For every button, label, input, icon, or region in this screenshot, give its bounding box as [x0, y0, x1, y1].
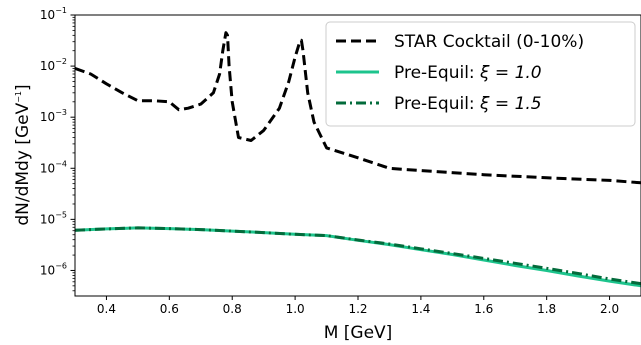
y-tick-label: 10−3 [40, 108, 67, 124]
series-line-0 [75, 31, 641, 185]
series-line-2 [75, 226, 641, 286]
series-layer [75, 31, 641, 288]
y-axis-title-tail: ] [13, 84, 33, 91]
y-axis-title: dN/dMdy [GeV−1] [13, 84, 33, 225]
x-tick-label: 1.0 [286, 302, 305, 316]
x-tick-label: 1.6 [474, 302, 493, 316]
x-tick-label: 1.4 [411, 302, 430, 316]
y-tick-label: 10−1 [40, 6, 67, 22]
y-tick-label: 10−6 [40, 261, 67, 277]
y-axis: 10−6 10−5 10−4 10−3 10−2 10−1 [40, 6, 75, 292]
x-axis-title: M [GeV] [324, 323, 393, 343]
x-tick-label: 0.6 [160, 302, 179, 316]
y-tick-label: 10−5 [40, 210, 67, 226]
x-tick-label: 0.8 [223, 302, 242, 316]
plot-area [74, 14, 641, 297]
legend: STAR Cocktail (0-10%) Pre-Equil: ξ = 1.0… [325, 21, 636, 127]
legend-label-xi-1-5-math: ξ = 1.5 [479, 94, 542, 114]
legend-label-xi-1-0-math: ξ = 1.0 [479, 63, 542, 83]
x-tick-label: 1.2 [348, 302, 367, 316]
y-axis-title-sup: −1 [14, 91, 23, 103]
legend-label-xi-1-0-text: Pre-Equil: [394, 63, 480, 83]
y-tick-label: 10−2 [40, 57, 67, 73]
legend-box [325, 21, 636, 127]
x-axis: 0.4 0.6 0.8 1.0 1.2 1.4 1.6 1.8 2.0 [97, 296, 619, 316]
x-tick-label: 2.0 [600, 302, 619, 316]
legend-label-xi-1-0: Pre-Equil: ξ = 1.0 [394, 63, 542, 83]
y-axis-title-main: dN/dMdy [GeV [13, 102, 33, 225]
x-tick-label: 0.4 [97, 302, 116, 316]
x-tick-label: 1.8 [537, 302, 556, 316]
legend-label-xi-1-5: Pre-Equil: ξ = 1.5 [394, 94, 542, 114]
legend-label-xi-1-5-text: Pre-Equil: [394, 94, 480, 114]
y-tick-label: 10−4 [40, 159, 67, 175]
series-line-1 [75, 226, 641, 288]
legend-label-star-cocktail: STAR Cocktail (0-10%) [394, 32, 584, 52]
